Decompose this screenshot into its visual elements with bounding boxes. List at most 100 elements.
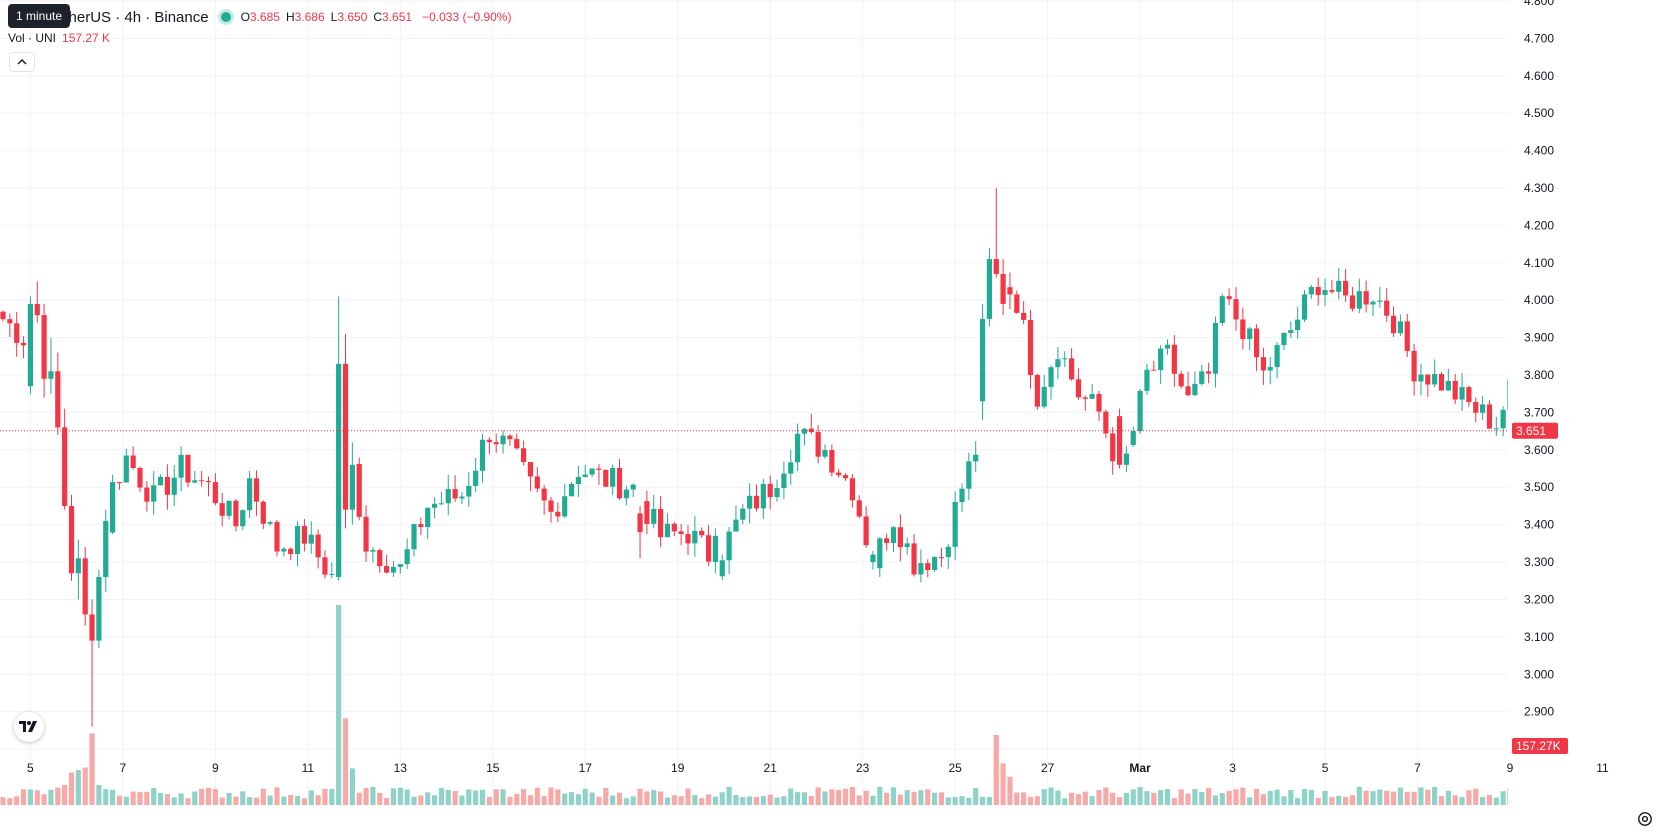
volume-bar — [616, 792, 623, 805]
candle-body — [863, 516, 869, 546]
volume-bar — [1315, 797, 1321, 805]
volume-bar — [767, 794, 773, 805]
volume-bar — [1199, 791, 1205, 805]
candle-body — [842, 475, 849, 479]
volume-bar — [575, 794, 581, 805]
volume-bar — [329, 788, 335, 805]
candle-body — [993, 259, 999, 275]
volume-bar — [1473, 788, 1479, 805]
candle-body — [603, 469, 609, 487]
candle-body — [1315, 287, 1321, 295]
candle-body — [1014, 294, 1020, 313]
candle-body — [973, 454, 979, 462]
candle-body — [651, 509, 657, 524]
candle-body — [966, 461, 972, 489]
volume-bar — [247, 797, 253, 805]
volume-bar — [62, 785, 68, 805]
last-price-label: 3.651 — [1516, 424, 1546, 438]
volume-bar — [1192, 789, 1198, 805]
candle-body — [247, 478, 253, 511]
candle-body — [623, 489, 629, 499]
price-tick-label: 3.800 — [1524, 368, 1554, 382]
candle-body — [1212, 322, 1219, 374]
symbol-legend: etherUS · 4h · Binance O3.685 H3.686 L3.… — [8, 6, 511, 28]
candle-body — [952, 502, 958, 547]
volume-bar — [1240, 787, 1246, 805]
candle-body — [500, 435, 506, 445]
candle-body — [1158, 348, 1164, 371]
candle-body — [1192, 383, 1198, 396]
candle-body — [1267, 367, 1273, 371]
last-volume-label: 157.27K — [1516, 739, 1561, 753]
volume-bar — [68, 772, 75, 805]
time-tick-label: 9 — [212, 761, 219, 775]
grid-lines — [0, 0, 1603, 800]
candle-body — [630, 484, 636, 490]
collapse-legend-button[interactable] — [9, 52, 35, 72]
time-axis[interactable]: 579111315171921232527Mar35791113151719 — [0, 755, 1678, 835]
symbol-title[interactable]: etherUS · 4h · Binance — [56, 8, 209, 26]
candle-body — [1253, 328, 1260, 358]
candle-body — [212, 482, 218, 504]
volume-bar — [1110, 792, 1116, 805]
volume-bar — [966, 797, 972, 805]
ohlc-low: L3.650 — [330, 10, 368, 24]
volume-bar — [795, 792, 801, 805]
candle-body — [836, 472, 842, 476]
volume-bar — [431, 795, 438, 805]
volume-bar — [96, 785, 102, 805]
candle-body — [884, 538, 890, 543]
candle-body — [452, 489, 458, 499]
volume-bar — [548, 787, 554, 805]
volume-bar — [452, 790, 458, 805]
candle-body — [596, 468, 602, 470]
candle-body — [671, 523, 677, 532]
gear-icon[interactable] — [1636, 810, 1654, 828]
price-axis[interactable]: 4.800 4.700 4.600 4.500 4.400 4.300 4.200 4.100… — [1508, 0, 1678, 835]
volume-bar — [1301, 789, 1308, 805]
candle-body — [431, 503, 438, 508]
candle-body — [890, 527, 897, 543]
candle-body — [288, 548, 294, 555]
candle-body — [1500, 409, 1506, 429]
candle-body — [1390, 315, 1397, 334]
volume-bar — [678, 796, 684, 805]
candle-body — [1377, 300, 1383, 302]
ohlc-high: H3.686 — [285, 10, 325, 24]
volume-bar — [774, 797, 780, 805]
candle-body — [815, 432, 821, 457]
price-tick-label: 3.900 — [1524, 331, 1554, 345]
candle-body — [870, 554, 876, 563]
time-tick-label: 9 — [1507, 761, 1514, 775]
volume-bar — [486, 797, 492, 805]
volume-bar — [1226, 790, 1232, 805]
volume-bar — [438, 788, 444, 805]
volume-bar — [294, 795, 301, 805]
volume-bar — [322, 788, 328, 805]
volume-bar — [82, 767, 88, 805]
candle-body — [205, 481, 212, 483]
price-tick-label: 4.200 — [1524, 218, 1554, 232]
volume-bar — [110, 789, 116, 805]
candle-body — [41, 315, 47, 379]
candle-body — [370, 550, 376, 552]
volume-bar — [1397, 787, 1403, 805]
volume-bar — [521, 789, 527, 805]
volume-bar — [1089, 796, 1095, 805]
volume-bar — [1116, 797, 1123, 805]
candle-body — [1288, 330, 1294, 333]
volume-bar — [1377, 789, 1383, 805]
volume-bar — [493, 789, 499, 805]
candle-body — [1103, 411, 1109, 434]
candle-body — [116, 482, 123, 484]
volume-bar — [1438, 796, 1445, 805]
candle-body — [1322, 290, 1328, 295]
volume-bar — [671, 795, 677, 805]
volume-bar — [1343, 796, 1349, 805]
candle-body — [1411, 350, 1417, 382]
candle-body — [781, 473, 787, 488]
candle-body — [795, 433, 801, 463]
volume-bar — [1432, 786, 1438, 805]
tradingview-logo[interactable] — [14, 712, 44, 742]
